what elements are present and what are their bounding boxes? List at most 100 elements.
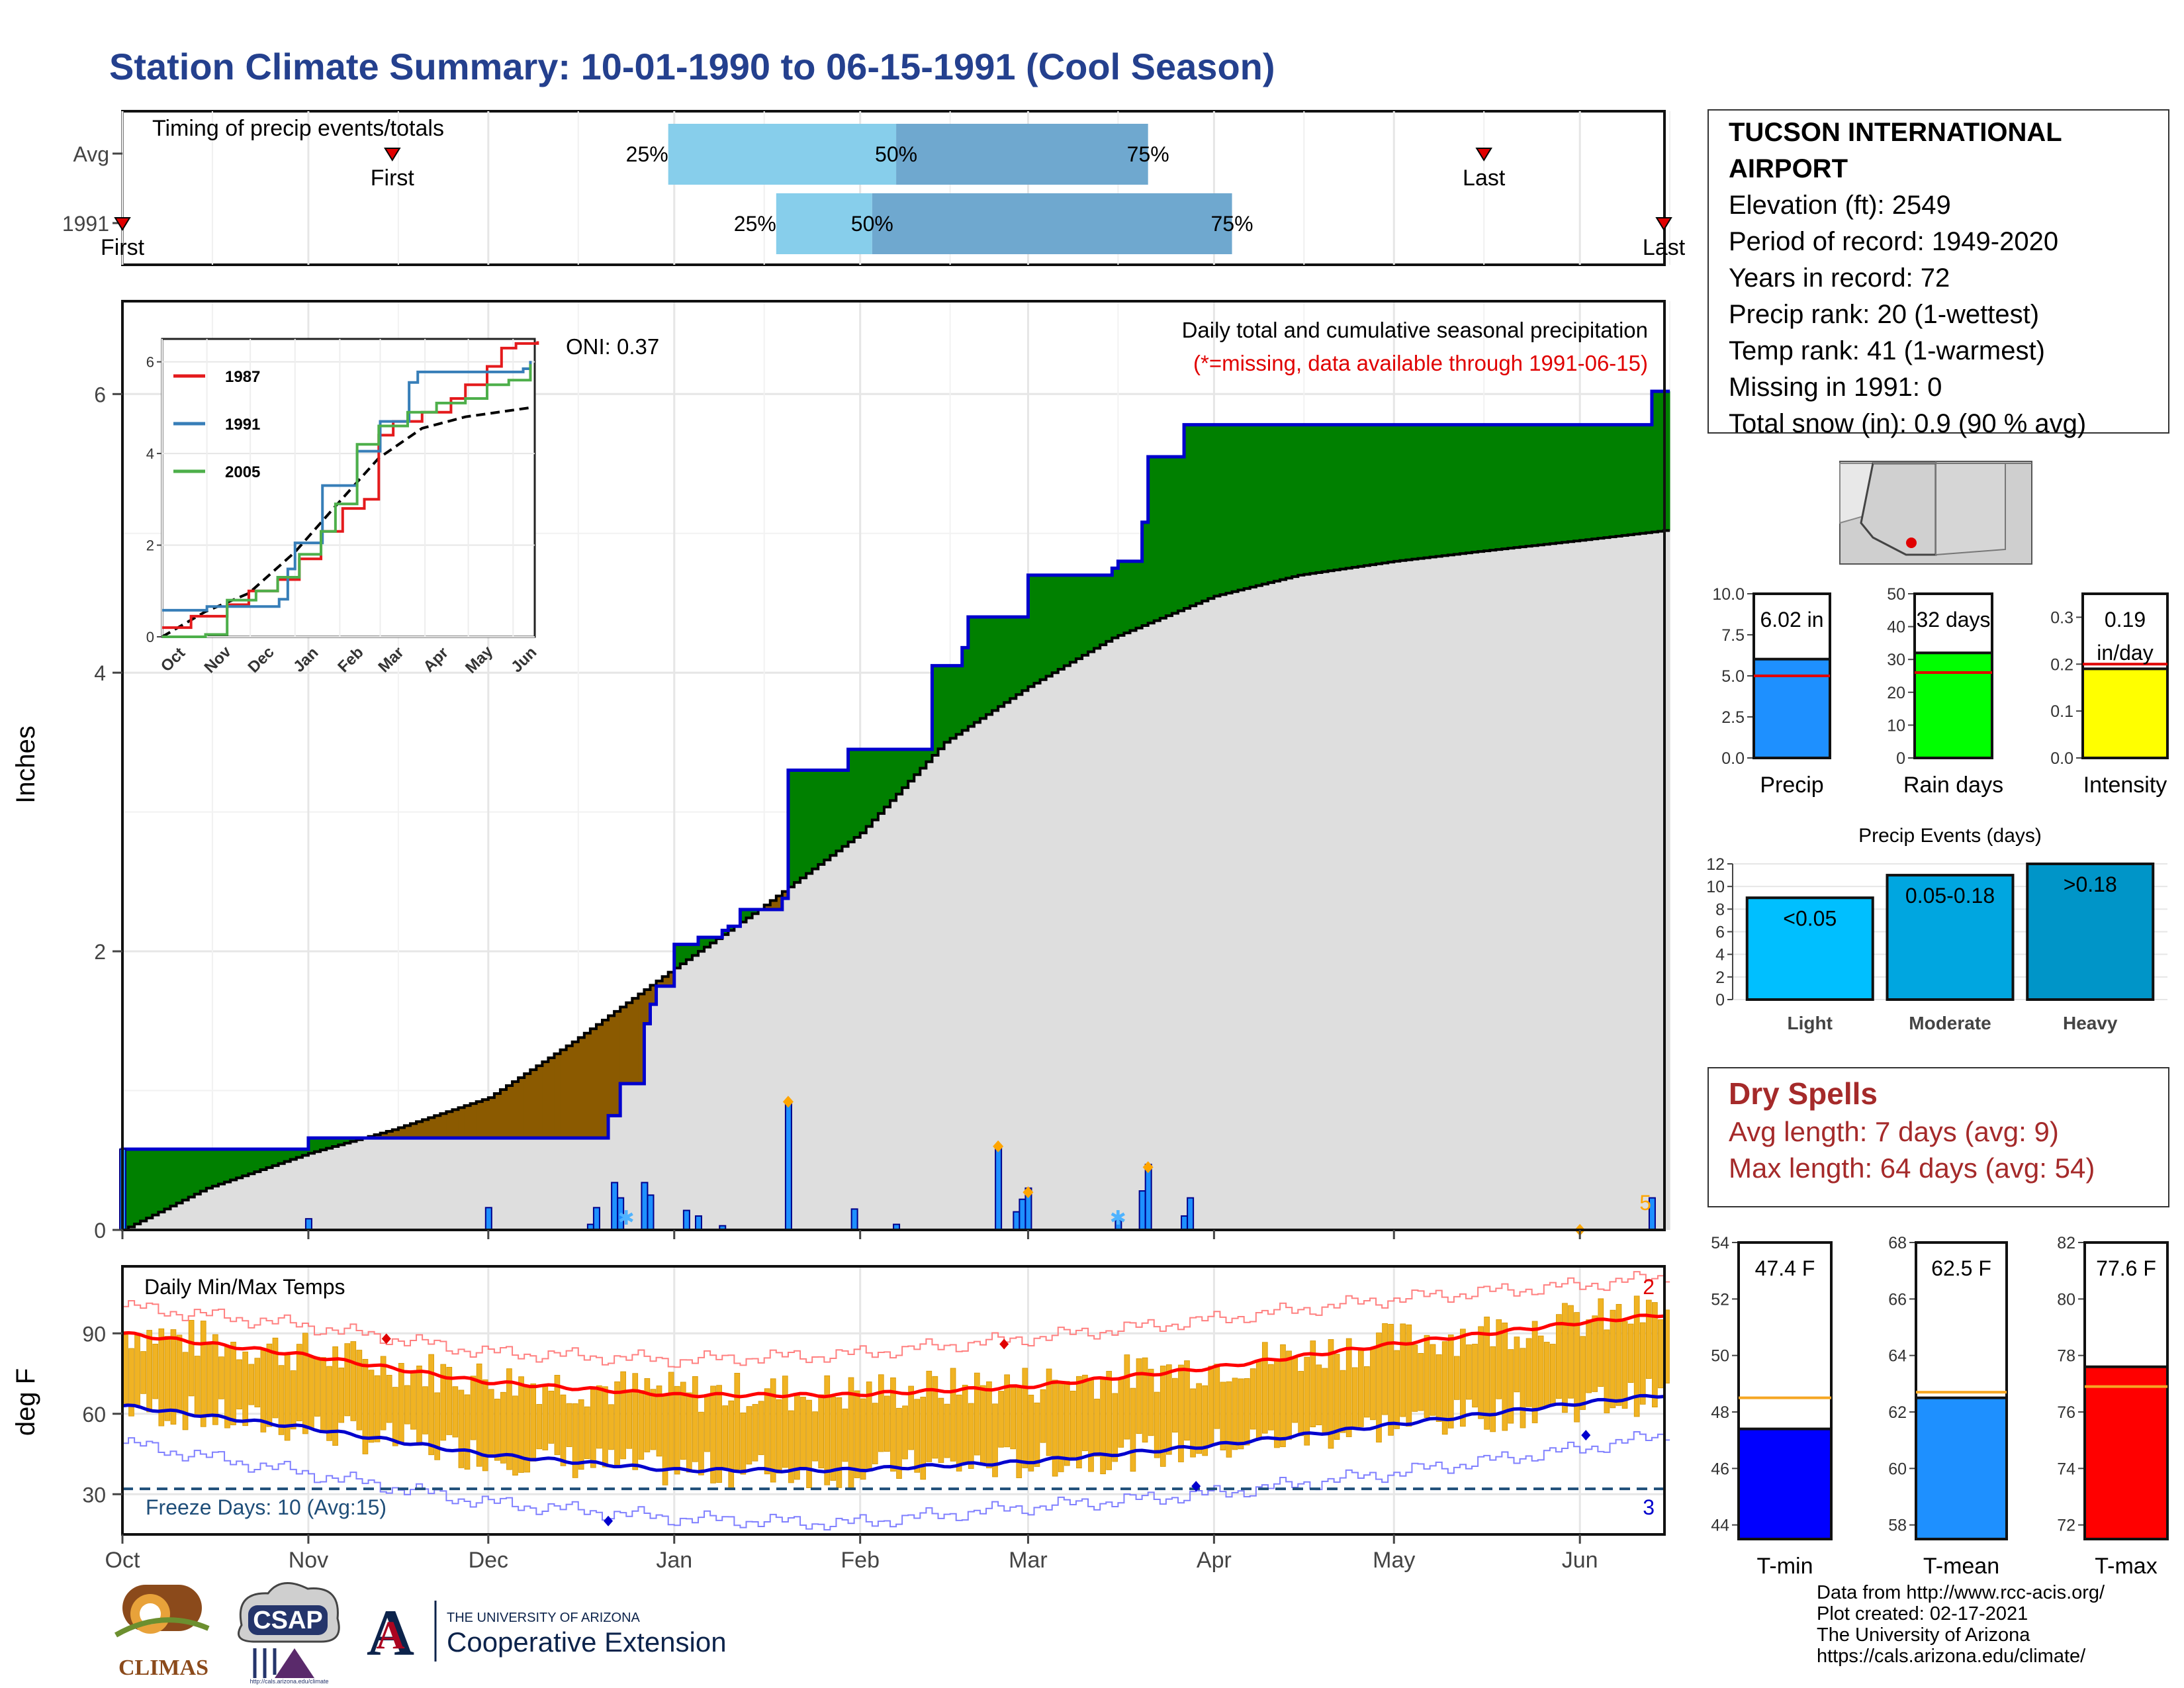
above-average-area-column (200, 1149, 207, 1192)
timing-last-label: Last (1463, 165, 1506, 191)
daily-temp-bar (350, 1341, 357, 1421)
normal-area-column (308, 1153, 315, 1230)
normal-area-column (1081, 655, 1089, 1230)
above-average-area-column (836, 770, 842, 851)
above-average-area-column (1142, 522, 1149, 626)
daily-temp-bar (704, 1393, 710, 1452)
below-average-area-column (506, 1086, 513, 1139)
month-tick-label: Apr (1197, 1548, 1232, 1573)
above-average-area-column (1663, 391, 1670, 531)
temps-y-axis-label: deg F (11, 1368, 40, 1436)
precip-events-y-tick-label: 4 (1715, 946, 1725, 964)
above-average-area-column (1250, 424, 1257, 587)
normal-area-column (404, 1138, 411, 1230)
daily-temp-bar (1412, 1344, 1418, 1412)
record-low-count: 3 (1643, 1495, 1655, 1519)
normal-area-column (811, 868, 819, 1230)
above-average-area-column (1106, 575, 1113, 641)
daily-precip-bar (1181, 1215, 1189, 1231)
daily-temp-bar (992, 1403, 998, 1477)
above-average-area-column (1514, 424, 1520, 548)
below-average-area-column (638, 994, 645, 1084)
normal-area-column (1075, 659, 1083, 1230)
normal-area-column (188, 1197, 195, 1230)
above-average-area-column (206, 1149, 213, 1188)
daily-temp-bar (1340, 1370, 1346, 1433)
daily-temp-bar (458, 1389, 465, 1468)
daily-temp-bar (146, 1330, 153, 1413)
daily-temp-bar (1394, 1350, 1400, 1429)
credits-line3: The University of Arizona (1817, 1624, 2030, 1646)
above-average-area-column (164, 1149, 171, 1209)
daily-temp-bar (1574, 1312, 1580, 1423)
daily-temp-bar (734, 1372, 741, 1470)
month-tick-label: Jun (1562, 1548, 1598, 1573)
above-average-area-column (944, 665, 951, 743)
above-average-area-column (997, 617, 1005, 707)
normal-area-column (1567, 541, 1574, 1231)
normal-area-column (799, 878, 807, 1230)
daily-temp-bar (1010, 1387, 1017, 1450)
daily-temp-bar (1286, 1350, 1292, 1440)
above-average-area-column (1621, 424, 1629, 536)
normal-area-column (1508, 548, 1514, 1230)
daily-temp-bar (842, 1408, 848, 1462)
above-average-area-column (212, 1149, 219, 1186)
above-average-area-column (1298, 424, 1304, 575)
daily-temp-bar (782, 1376, 788, 1468)
ua-logo: A A THE UNIVERSITY OF ARIZONA Cooperativ… (357, 1595, 748, 1669)
daily-temp-bar (1052, 1380, 1058, 1477)
above-average-area-column (1525, 424, 1533, 547)
normal-area-column (1148, 623, 1155, 1230)
above-average-area-column (146, 1149, 153, 1218)
below-average-area-column (416, 1121, 423, 1139)
inset-y-tick-label: 2 (146, 538, 154, 554)
daily-temp-bar (164, 1336, 171, 1421)
above-average-area-column (1087, 575, 1095, 652)
normal-area-column (1340, 569, 1347, 1230)
temps-panel: Daily Min/Max Temps Freeze Days: 10 (Avg:… (11, 1265, 1670, 1573)
daily-temp-bar (398, 1363, 404, 1444)
above-average-area-column (1357, 424, 1365, 567)
above-average-area-column (236, 1149, 243, 1178)
daily-temp-bar (1376, 1333, 1382, 1443)
above-average-area-column (332, 1138, 339, 1147)
above-average-area-column (1573, 424, 1580, 541)
intensity-panel-y-tick-label: 0.2 (2050, 655, 2073, 674)
below-average-area-column (572, 1041, 579, 1139)
daily-temp-bar (446, 1367, 453, 1435)
normal-area-column (1238, 590, 1245, 1230)
above-average-area-column (350, 1138, 357, 1142)
tmax-panel-value-label: 77.6 F (2096, 1256, 2156, 1280)
precip-total-panel-y-tick-label: 7.5 (1721, 626, 1745, 645)
above-average-area-column (956, 665, 963, 735)
month-tick-label: May (1373, 1548, 1415, 1573)
above-average-area-column (938, 665, 944, 749)
above-average-area-column (1627, 424, 1635, 535)
precip-panel-title: Daily total and cumulative seasonal prec… (1182, 318, 1648, 342)
below-average-area-column (619, 1007, 627, 1084)
below-average-area-column (644, 989, 651, 1024)
normal-area-column (1028, 686, 1034, 1230)
above-average-area-column (907, 749, 915, 782)
timing-first-label: First (371, 165, 415, 191)
normal-area-column (1363, 565, 1371, 1230)
normal-area-column (704, 947, 711, 1230)
below-average-area-column (584, 1033, 591, 1139)
daily-temp-bar (380, 1356, 387, 1430)
precip-panel-subtitle: (*=missing, data available through 1991-… (1193, 351, 1648, 375)
tmean-panel-value-label: 62.5 F (1931, 1256, 1991, 1280)
daily-temp-bar (536, 1404, 543, 1450)
precip-events-y-tick-label: 10 (1706, 878, 1725, 896)
normal-area-column (1615, 536, 1623, 1230)
precip-events-category-label: Light (1788, 1013, 1833, 1033)
credits-line4: https://cals.arizona.edu/climate/ (1817, 1646, 2086, 1667)
daily-temp-bar (980, 1385, 986, 1464)
daily-temp-bar (1034, 1402, 1040, 1467)
daily-temp-bar (1028, 1395, 1034, 1472)
above-average-area-column (1130, 561, 1136, 631)
below-average-area-column (482, 1100, 489, 1139)
tmin-panel: 44 46 48 50 52 54 47.4 F T-min (1711, 1234, 1833, 1579)
daily-temp-bar (626, 1391, 633, 1449)
daily-precip-bar (784, 1101, 792, 1231)
